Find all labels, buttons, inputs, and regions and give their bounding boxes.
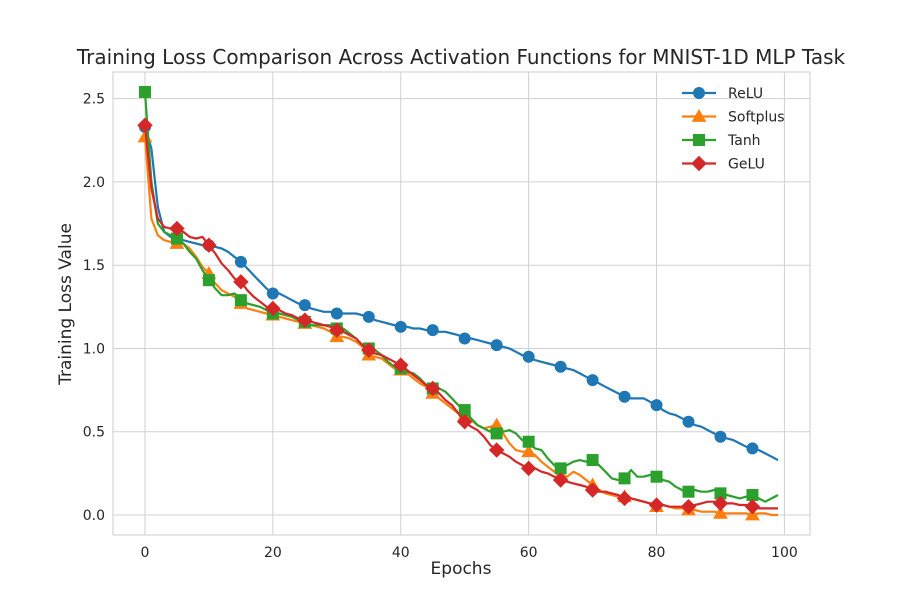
legend-label: GeLU bbox=[728, 157, 765, 173]
x-tick-label: 60 bbox=[520, 545, 538, 561]
x-axis-ticks: 0 20 40 60 80 100 bbox=[141, 545, 798, 561]
data-point-tanh bbox=[650, 470, 663, 483]
data-point-gelu bbox=[329, 322, 345, 338]
data-point-relu bbox=[554, 360, 567, 373]
y-tick-label: 0.0 bbox=[83, 508, 105, 524]
legend-item-gelu: GeLU bbox=[682, 155, 765, 173]
x-tick-label: 20 bbox=[264, 545, 282, 561]
x-axis-label: Epochs bbox=[431, 559, 492, 579]
data-point-softplus bbox=[713, 505, 728, 519]
data-point-relu bbox=[714, 430, 727, 443]
data-point-gelu bbox=[456, 414, 473, 430]
data-point-tanh bbox=[746, 489, 759, 502]
legend: ReLU Softplus Tanh GeLU bbox=[682, 86, 785, 173]
y-tick-label: 1.0 bbox=[83, 341, 105, 357]
data-point-gelu bbox=[201, 237, 217, 253]
data-point-relu bbox=[362, 310, 375, 323]
y-tick-label: 0.5 bbox=[83, 425, 105, 441]
legend-marker-softplus bbox=[691, 108, 707, 122]
x-tick-label: 100 bbox=[771, 545, 798, 561]
data-point-gelu bbox=[584, 482, 601, 498]
x-tick-label: 80 bbox=[648, 545, 666, 561]
data-point-relu bbox=[330, 307, 343, 320]
series-lines bbox=[137, 85, 779, 521]
plot-area bbox=[112, 71, 811, 536]
data-point-tanh bbox=[554, 462, 567, 475]
data-point-tanh bbox=[682, 485, 695, 498]
data-point-tanh bbox=[522, 435, 535, 448]
y-tick-label: 1.5 bbox=[83, 258, 105, 274]
legend-marker-tanh bbox=[693, 134, 705, 146]
data-point-gelu bbox=[393, 357, 409, 373]
x-tick-label: 0 bbox=[141, 545, 150, 561]
data-point-gelu bbox=[265, 300, 281, 317]
data-point-gelu bbox=[744, 498, 761, 515]
data-point-tanh bbox=[490, 427, 503, 440]
data-point-gelu bbox=[552, 472, 569, 488]
y-tick-label: 2.0 bbox=[83, 175, 105, 191]
legend-label: Tanh bbox=[727, 133, 761, 149]
data-point-relu bbox=[746, 442, 759, 455]
data-point-tanh bbox=[618, 472, 631, 485]
data-point-relu bbox=[650, 399, 663, 412]
data-point-relu bbox=[234, 255, 247, 268]
data-point-gelu bbox=[616, 490, 633, 507]
data-point-gelu bbox=[361, 342, 377, 358]
data-point-gelu bbox=[712, 495, 729, 512]
data-point-relu bbox=[458, 332, 471, 345]
legend-label: Softplus bbox=[728, 110, 785, 126]
legend-item-softplus: Softplus bbox=[682, 108, 785, 126]
data-point-gelu bbox=[680, 498, 697, 515]
y-tick-label: 2.5 bbox=[83, 92, 105, 108]
y-axis-ticks: 0.0 0.5 1.0 1.5 2.0 2.5 bbox=[83, 92, 105, 524]
data-point-tanh bbox=[458, 404, 471, 417]
legend-item-relu: ReLU bbox=[682, 86, 763, 102]
data-point-tanh bbox=[202, 274, 215, 287]
data-point-gelu bbox=[488, 442, 505, 458]
data-point-gelu bbox=[233, 274, 249, 290]
data-point-relu bbox=[618, 390, 631, 403]
data-point-tanh bbox=[586, 454, 599, 467]
data-point-gelu bbox=[425, 380, 441, 397]
legend-item-tanh: Tanh bbox=[682, 133, 761, 149]
chart-title: Training Loss Comparison Across Activati… bbox=[76, 45, 846, 69]
legend-marker-relu bbox=[693, 87, 705, 99]
data-point-relu bbox=[522, 350, 535, 363]
data-point-tanh bbox=[234, 294, 247, 307]
series-gelu bbox=[137, 117, 778, 515]
data-point-gelu bbox=[520, 460, 537, 477]
data-point-tanh bbox=[138, 85, 151, 98]
x-tick-label: 40 bbox=[392, 545, 410, 561]
data-point-gelu bbox=[297, 312, 313, 328]
data-point-softplus bbox=[521, 444, 537, 458]
data-point-relu bbox=[682, 415, 695, 428]
data-point-gelu bbox=[169, 220, 185, 237]
data-point-relu bbox=[426, 324, 439, 337]
data-point-gelu bbox=[137, 117, 153, 134]
legend-marker-gelu bbox=[691, 155, 707, 172]
data-point-relu bbox=[394, 320, 407, 333]
data-point-gelu bbox=[648, 497, 665, 513]
legend-label: ReLU bbox=[728, 86, 763, 102]
data-point-relu bbox=[586, 374, 599, 387]
y-axis-label: Training Loss Value bbox=[56, 223, 76, 386]
data-point-relu bbox=[298, 299, 311, 312]
data-point-relu bbox=[266, 287, 279, 300]
data-point-relu bbox=[490, 339, 503, 352]
